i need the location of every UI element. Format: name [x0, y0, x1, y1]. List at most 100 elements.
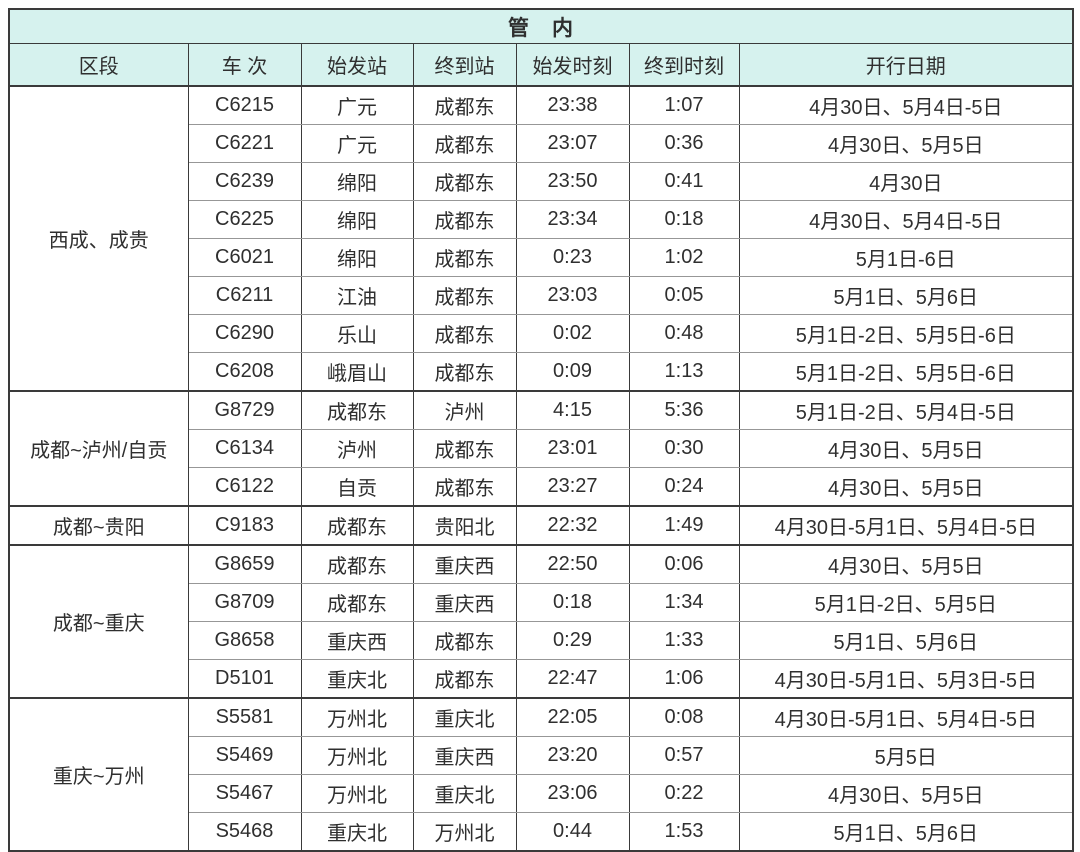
dates-cell: 5月1日-2日、5月5日-6日	[738, 314, 1074, 353]
table-row: 西成、成贵 C6215 广元 成都东 23:38 1:07 4月30日、5月4日-5日	[8, 85, 1074, 392]
departure-time-cell: 22:50	[515, 544, 630, 584]
train-no-cell: S5468	[187, 812, 302, 852]
origin-cell: 广元	[300, 124, 414, 163]
arrival-time-cell: 0:48	[628, 314, 740, 353]
table-row: C6122 自贡 成都东 23:27 0:24 4月30日、5月5日	[9, 467, 1074, 507]
col-header-origin: 始发站	[300, 43, 414, 87]
arrival-time-cell: 1:13	[628, 352, 740, 392]
departure-time-cell: 23:07	[515, 124, 630, 163]
dates-cell: 5月1日-2日、5月5日	[738, 583, 1074, 622]
table-row: 重庆~万州 S5581 万州北 重庆北 22:05 0:08 4月30日-5月1日、5月4日…	[8, 697, 1074, 852]
departure-time-cell: 23:06	[515, 774, 630, 813]
destination-cell: 成都东	[412, 621, 517, 660]
col-header-arrival-time: 终到时刻	[628, 43, 740, 87]
train-no-cell: C6211	[187, 276, 302, 315]
origin-cell: 万州北	[300, 697, 414, 737]
dates-cell: 5月1日、5月6日	[738, 276, 1074, 315]
dates-cell: 5月1日-2日、5月5日-6日	[738, 352, 1074, 392]
section-cell: 重庆~万州	[8, 697, 189, 852]
train-no-cell: S5469	[187, 736, 302, 775]
origin-cell: 重庆西	[300, 621, 414, 660]
arrival-time-cell: 1:53	[628, 812, 740, 852]
arrival-time-cell: 0:05	[628, 276, 740, 315]
departure-time-cell: 0:44	[515, 812, 630, 852]
train-table-body: 西成、成贵 C6215 广元 成都东 23:38 1:07 4月30日、5月4日-5日 C62…	[8, 85, 1074, 852]
dates-cell: 4月30日-5月1日、5月4日-5日	[738, 697, 1074, 737]
train-no-cell: C6021	[187, 238, 302, 277]
section-cell: 成都~重庆	[8, 544, 189, 699]
departure-time-cell: 0:18	[515, 583, 630, 622]
origin-cell: 江油	[300, 276, 414, 315]
destination-cell: 重庆西	[412, 544, 517, 584]
col-header-train-no: 车 次	[187, 43, 302, 87]
destination-cell: 重庆北	[412, 697, 517, 737]
origin-cell: 广元	[300, 85, 414, 125]
origin-cell: 绵阳	[300, 162, 414, 201]
arrival-time-cell: 0:06	[628, 544, 740, 584]
train-no-cell: C6225	[187, 200, 302, 239]
destination-cell: 成都东	[412, 124, 517, 163]
dates-cell: 4月30日、5月5日	[738, 124, 1074, 163]
table-row: S5467 万州北 重庆北 23:06 0:22 4月30日、5月5日	[9, 774, 1074, 813]
departure-time-cell: 0:29	[515, 621, 630, 660]
departure-time-cell: 22:47	[515, 659, 630, 699]
train-no-cell: C9183	[187, 505, 302, 546]
destination-cell: 成都东	[412, 276, 517, 315]
col-header-destination: 终到站	[412, 43, 517, 87]
departure-time-cell: 22:32	[515, 505, 630, 546]
table-row: C6239 绵阳 成都东 23:50 0:41 4月30日	[9, 162, 1074, 201]
arrival-time-cell: 1:49	[628, 505, 740, 546]
train-no-cell: G8658	[187, 621, 302, 660]
destination-cell: 泸州	[412, 390, 517, 430]
dates-cell: 4月30日、5月5日	[738, 544, 1074, 584]
origin-cell: 万州北	[300, 774, 414, 813]
destination-cell: 成都东	[412, 85, 517, 125]
origin-cell: 峨眉山	[300, 352, 414, 392]
train-no-cell: C6239	[187, 162, 302, 201]
origin-cell: 成都东	[300, 544, 414, 584]
arrival-time-cell: 0:08	[628, 697, 740, 737]
dates-cell: 4月30日、5月4日-5日	[738, 85, 1074, 125]
train-no-cell: S5467	[187, 774, 302, 813]
table-row: D5101 重庆北 成都东 22:47 1:06 4月30日-5月1日、5月3日-5日	[9, 659, 1074, 699]
arrival-time-cell: 1:07	[628, 85, 740, 125]
origin-cell: 成都东	[300, 505, 414, 546]
col-header-section: 区段	[8, 43, 189, 87]
destination-cell: 成都东	[412, 238, 517, 277]
origin-cell: 自贡	[300, 467, 414, 507]
destination-cell: 重庆北	[412, 774, 517, 813]
departure-time-cell: 23:27	[515, 467, 630, 507]
origin-cell: 成都东	[300, 583, 414, 622]
table-row: C6225 绵阳 成都东 23:34 0:18 4月30日、5月4日-5日	[9, 200, 1074, 239]
table-row: 成都~重庆 G8659 成都东 重庆西 22:50 0:06 4月30日、5月5日	[8, 544, 1074, 699]
dates-cell: 4月30日、5月5日	[738, 774, 1074, 813]
departure-time-cell: 0:23	[515, 238, 630, 277]
arrival-time-cell: 5:36	[628, 390, 740, 430]
destination-cell: 成都东	[412, 314, 517, 353]
dates-cell: 4月30日	[738, 162, 1074, 201]
destination-cell: 成都东	[412, 659, 517, 699]
table-row: C6021 绵阳 成都东 0:23 1:02 5月1日-6日	[9, 238, 1074, 277]
departure-time-cell: 23:03	[515, 276, 630, 315]
departure-time-cell: 23:38	[515, 85, 630, 125]
origin-cell: 重庆北	[300, 659, 414, 699]
dates-cell: 4月30日-5月1日、5月3日-5日	[738, 659, 1074, 699]
table-row: 成都~泸州/自贡 G8729 成都东 泸州 4:15 5:36 5月1日-2日、5月4日-5…	[8, 390, 1074, 507]
destination-cell: 成都东	[412, 200, 517, 239]
departure-time-cell: 4:15	[515, 390, 630, 430]
arrival-time-cell: 0:57	[628, 736, 740, 775]
table-row: C6221 广元 成都东 23:07 0:36 4月30日、5月5日	[9, 124, 1074, 163]
train-no-cell: G8709	[187, 583, 302, 622]
departure-time-cell: 23:01	[515, 429, 630, 468]
section-cell: 成都~贵阳	[8, 505, 189, 546]
destination-cell: 成都东	[412, 162, 517, 201]
table-title: 管 内	[8, 8, 1074, 44]
table-row: C6134 泸州 成都东 23:01 0:30 4月30日、5月5日	[9, 429, 1074, 468]
table-row: C6290 乐山 成都东 0:02 0:48 5月1日-2日、5月5日-6日	[9, 314, 1074, 353]
dates-cell: 5月1日-2日、5月4日-5日	[738, 390, 1074, 430]
train-no-cell: C6122	[187, 467, 302, 507]
arrival-time-cell: 0:24	[628, 467, 740, 507]
arrival-time-cell: 1:06	[628, 659, 740, 699]
dates-cell: 5月5日	[738, 736, 1074, 775]
